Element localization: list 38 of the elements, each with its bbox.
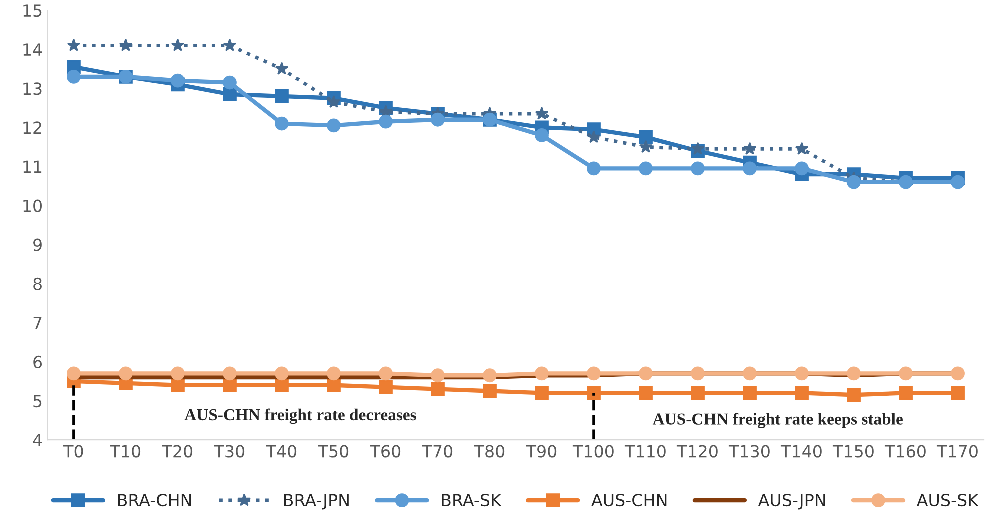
x-tick-label: T140: [780, 445, 822, 458]
y-tick-label: 13: [24, 82, 42, 96]
y-tick-label: 10: [24, 200, 42, 212]
y-tick-label: 14: [24, 44, 42, 56]
x-tick-label: T130: [728, 445, 770, 458]
legend-label: BRA-JPN: [284, 494, 349, 510]
annotation: AUS-CHN freight rate keeps stable: [652, 413, 903, 428]
y-tick-label: 11: [24, 160, 42, 174]
x-tick-label: T150: [832, 445, 874, 458]
x-tick-label: T40: [266, 445, 297, 458]
x-tick-label: T110: [624, 445, 666, 458]
legend-label: BRA-CHN: [118, 494, 192, 507]
x-tick-label: T50: [318, 445, 349, 458]
legend-label: AUS-CHN: [592, 494, 667, 507]
x-tick-label: T20: [162, 445, 193, 458]
x-tick-label: T0: [64, 445, 84, 458]
y-tick-label: 12: [24, 122, 42, 134]
y-tick-label: 7: [34, 317, 42, 330]
legend-label: BRA-SK: [442, 494, 502, 507]
legend-label: AUS-SK: [916, 494, 979, 507]
x-tick-label: T90: [526, 445, 557, 458]
x-tick-label: T30: [214, 445, 245, 458]
annotation: AUS-CHN freight rate decreases: [184, 408, 416, 424]
x-tick-label: T60: [370, 445, 401, 458]
y-tick-label: 8: [34, 278, 42, 290]
x-tick-label: T80: [474, 445, 505, 458]
y-tick-label: 5: [34, 395, 42, 408]
x-tick-label: T70: [422, 445, 453, 458]
y-tick-label: 9: [34, 238, 42, 252]
x-tick-label: T100: [572, 445, 614, 458]
x-tick-label: T170: [936, 445, 978, 458]
y-tick-label: 15: [24, 4, 42, 18]
x-tick-label: T120: [676, 445, 718, 458]
x-tick-label: T10: [110, 445, 141, 458]
x-tick-label: T160: [884, 445, 926, 458]
y-tick-label: 6: [34, 356, 42, 369]
y-tick-label: 4: [33, 434, 42, 446]
legend-label: AUS-JPN: [758, 494, 826, 510]
